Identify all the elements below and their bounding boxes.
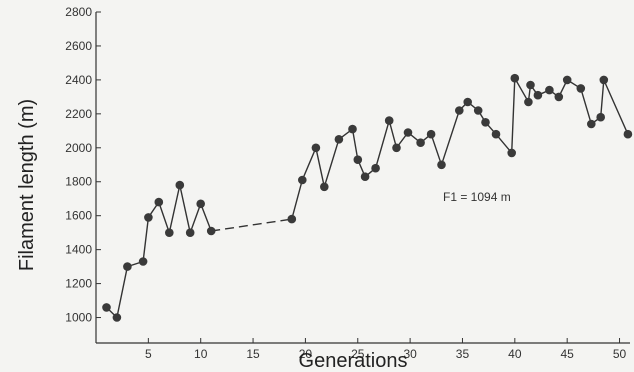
data-point xyxy=(587,119,596,129)
data-point xyxy=(416,138,425,147)
data-point xyxy=(596,112,605,122)
data-point xyxy=(623,129,633,139)
x-axis-title: Generations xyxy=(299,350,408,372)
data-point xyxy=(473,106,483,115)
data-point xyxy=(426,129,436,139)
data-point xyxy=(510,73,520,83)
y-tick-label: 1800 xyxy=(65,175,92,189)
x-tick-label: 30 xyxy=(403,347,417,361)
y-tick-label: 1400 xyxy=(65,243,92,257)
data-point xyxy=(334,135,344,144)
x-tick-label: 10 xyxy=(194,347,208,361)
data-point xyxy=(320,182,329,192)
y-tick-label: 1000 xyxy=(65,311,92,325)
series-line-dashed xyxy=(211,218,292,232)
data-point xyxy=(481,118,490,127)
data-point xyxy=(562,75,572,85)
data-point xyxy=(599,75,609,85)
f1-annotation: F1 = 1094 m xyxy=(443,190,511,204)
x-tick-label: 40 xyxy=(508,347,522,361)
data-point xyxy=(507,148,516,158)
data-point xyxy=(384,116,394,125)
data-point xyxy=(287,214,297,224)
data-point xyxy=(360,172,370,181)
data-point xyxy=(463,97,473,107)
x-tick-label: 20 xyxy=(299,347,313,361)
x-tick-label: 5 xyxy=(145,347,152,361)
data-point xyxy=(123,262,132,271)
data-point xyxy=(554,92,564,102)
data-point xyxy=(206,226,216,236)
y-tick-label: 2000 xyxy=(65,141,92,155)
data-point xyxy=(154,197,164,207)
data-point xyxy=(455,106,464,115)
x-tick-label: 35 xyxy=(456,347,470,361)
data-point xyxy=(196,199,205,209)
x-tick-label: 50 xyxy=(613,347,627,361)
data-point xyxy=(371,163,380,173)
data-point xyxy=(138,257,148,266)
y-ticks: 1000 1200 1400 1600 1800 2000 2200 2400 2600 2800 xyxy=(65,5,101,325)
y-tick-label: 2200 xyxy=(65,107,92,121)
data-point xyxy=(102,303,111,312)
x-tick-label: 25 xyxy=(351,347,365,361)
data-point xyxy=(576,84,586,93)
data-point xyxy=(545,85,554,95)
y-tick-label: 1200 xyxy=(65,277,92,291)
y-tick-label: 2400 xyxy=(65,73,92,87)
y-tick-label: 2800 xyxy=(65,5,92,19)
data-point xyxy=(524,97,533,107)
data-point xyxy=(185,228,195,237)
data-point xyxy=(144,213,153,222)
data-point xyxy=(175,180,185,190)
x-ticks: 5 10 15 20 25 30 35 40 45 50 xyxy=(145,338,627,361)
y-axis-title: Filament length (m) xyxy=(16,99,38,271)
series-lines xyxy=(106,75,629,319)
x-tick-label: 15 xyxy=(246,347,260,361)
data-point xyxy=(311,143,321,153)
data-point xyxy=(353,155,363,164)
data-point xyxy=(165,228,174,237)
data-point xyxy=(298,175,307,185)
data-point xyxy=(392,143,401,153)
x-tick-label: 45 xyxy=(560,347,574,361)
data-point xyxy=(348,124,357,134)
y-tick-label: 1600 xyxy=(65,209,92,223)
data-point xyxy=(491,129,501,139)
data-point xyxy=(437,160,446,170)
data-point xyxy=(112,313,122,322)
series-markers xyxy=(102,73,633,322)
data-point xyxy=(533,90,543,100)
y-tick-label: 2600 xyxy=(65,39,92,53)
axes xyxy=(95,12,630,344)
data-point xyxy=(403,128,413,137)
data-point xyxy=(526,80,535,90)
